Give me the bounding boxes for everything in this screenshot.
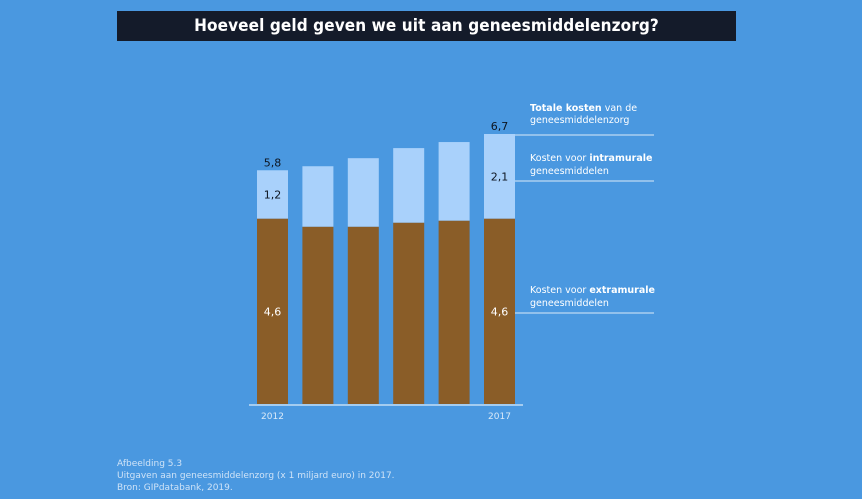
bar-extramural-4 (438, 220, 470, 404)
extramural-label-first: 4,6 (264, 305, 282, 318)
bar-intramural-3 (393, 148, 425, 223)
legend-intramural-line2: geneesmiddelen (530, 166, 609, 177)
bar-intramural-4 (438, 142, 470, 221)
chart-title: Hoeveel geld geven we uit aan geneesmidd… (194, 16, 659, 36)
bar-intramural-1 (302, 166, 334, 227)
total-label-last: 6,7 (491, 120, 509, 133)
caption-source: Bron: GIPdatabank, 2019. (117, 483, 233, 493)
bar-intramural-2 (347, 158, 379, 227)
bar-extramural-1 (302, 226, 334, 404)
extramural-label-last: 4,6 (491, 305, 509, 318)
bar-extramural-0 (257, 218, 288, 404)
intramural-label-last: 2,1 (491, 170, 509, 183)
legend-extramural-line1: Kosten voor extramurale (530, 285, 655, 296)
legend-total-line2: geneesmiddelenzorg (530, 115, 629, 126)
bar-intramural-5 (484, 134, 515, 219)
x-tick-label-5: 2017 (488, 412, 511, 422)
bar-extramural-3 (393, 222, 425, 404)
bar-extramural-5 (484, 218, 515, 404)
figure-caption: Afbeelding 5.3 Uitgaven aan geneesmiddel… (117, 458, 395, 494)
title-bar: Hoeveel geld geven we uit aan geneesmidd… (117, 11, 736, 41)
legend-extramural-line2: geneesmiddelen (530, 298, 609, 309)
total-label-first: 5,8 (264, 156, 282, 169)
bar-intramural-0 (257, 170, 288, 219)
x-tick-label-0: 2012 (261, 412, 284, 422)
legend-total-line1: Totale kosten van de (530, 103, 637, 114)
bar-extramural-2 (347, 226, 379, 404)
legend-intramural-line1: Kosten voor intramurale (530, 153, 652, 164)
intramural-label-first: 1,2 (264, 188, 282, 201)
caption-figure-number: Afbeelding 5.3 (117, 459, 183, 469)
caption-description: Uitgaven aan geneesmiddelenzorg (x 1 mil… (117, 471, 395, 481)
